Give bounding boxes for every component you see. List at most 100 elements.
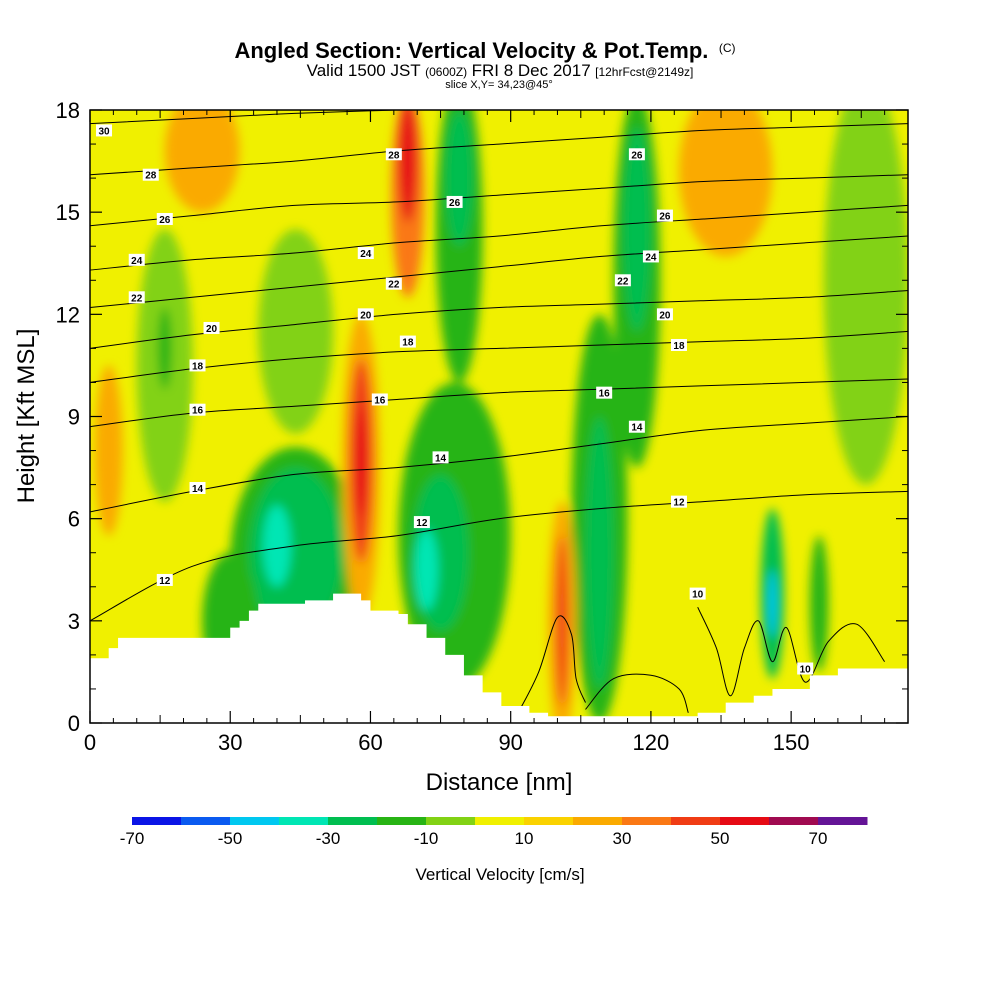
svg-text:12: 12 <box>673 498 685 509</box>
colorbar-segment-3 <box>279 817 329 825</box>
theta-contour-24 <box>90 204 908 271</box>
colorbar-label-3: -10 <box>414 829 439 848</box>
theta-contour-12 <box>90 490 908 622</box>
velocity-cell-25 <box>157 307 172 390</box>
velocity-cell-20 <box>585 416 614 689</box>
x-tick-label-30: 30 <box>218 730 242 755</box>
svg-text:22: 22 <box>617 276 629 287</box>
x-tick-label-150: 150 <box>773 730 810 755</box>
contour-label-24: 18 <box>670 338 687 352</box>
contour-label-22: 22 <box>614 274 631 287</box>
contour-label-26: 14 <box>628 420 645 434</box>
contour-label-12: 24 <box>357 247 374 260</box>
contour-label-3: 24 <box>128 253 145 267</box>
velocity-cell-0 <box>398 110 418 223</box>
colorbar-label-7: 70 <box>809 829 828 848</box>
velocity-cell-2 <box>355 406 367 516</box>
theta-contour-18 <box>90 330 908 383</box>
theta-contour-10-segment-2 <box>697 606 886 697</box>
svg-text:26: 26 <box>159 215 171 226</box>
slice-label: slice X,Y= 34,23@45° <box>445 79 553 91</box>
plot-area: 30 28 26 24 22 20 18 16 14 12 28 26 24 22 20 18 16 14 12 26… <box>90 110 908 723</box>
theta-contour-22 <box>90 235 908 308</box>
colorbar-segment-12 <box>720 817 770 825</box>
svg-text:14: 14 <box>435 453 447 464</box>
theta-contour-28 <box>90 123 908 176</box>
y-tick-label-0: 0 <box>68 711 80 736</box>
y-tick-label-6: 6 <box>68 507 80 532</box>
svg-text:28: 28 <box>388 150 400 161</box>
contour-label-4: 22 <box>128 291 145 304</box>
svg-text:10: 10 <box>692 590 704 601</box>
contour-label-23: 20 <box>656 308 673 321</box>
svg-text:22: 22 <box>131 293 143 304</box>
colorbar-segment-10 <box>622 817 672 825</box>
contour-label-16: 16 <box>371 393 388 406</box>
colorbar-segment-7 <box>475 817 525 825</box>
svg-text:16: 16 <box>192 406 204 417</box>
colorbar-segment-14 <box>818 817 868 825</box>
svg-text:18: 18 <box>402 338 414 349</box>
terrain-mask <box>90 593 908 723</box>
velocity-cell-10 <box>262 505 291 587</box>
svg-text:18: 18 <box>192 361 204 372</box>
svg-text:22: 22 <box>388 280 400 291</box>
velocity-cell-22 <box>767 569 778 638</box>
x-axis-title: Distance [nm] <box>426 769 573 796</box>
colorbar-segment-8 <box>524 817 574 825</box>
contour-label-8: 14 <box>189 482 206 495</box>
contour-label-18: 12 <box>413 516 430 529</box>
svg-text:20: 20 <box>360 310 372 321</box>
x-tick-label-60: 60 <box>358 730 382 755</box>
svg-text:14: 14 <box>192 484 204 495</box>
velocity-cell-7 <box>164 110 240 213</box>
velocity-cell-24 <box>809 535 829 672</box>
svg-text:24: 24 <box>645 252 657 263</box>
svg-text:24: 24 <box>360 249 372 260</box>
velocity-cell-9 <box>94 365 123 536</box>
svg-text:26: 26 <box>449 198 461 209</box>
chart-title: Angled Section: Vertical Velocity & Pot.… <box>234 38 735 63</box>
contour-label-29: 10 <box>797 662 814 676</box>
colorbar-segment-9 <box>573 817 623 825</box>
svg-text:26: 26 <box>631 150 643 161</box>
contour-label-27: 12 <box>670 495 687 509</box>
contour-label-0: 30 <box>96 124 113 137</box>
svg-text:12: 12 <box>416 518 428 529</box>
contour-label-11: 26 <box>446 195 463 209</box>
velocity-cell-28 <box>258 229 334 434</box>
x-tick-label-0: 0 <box>84 730 96 755</box>
colorbar-segment-2 <box>230 817 280 825</box>
x-tick-label-90: 90 <box>498 730 522 755</box>
theta-contour-26 <box>90 174 908 227</box>
svg-text:18: 18 <box>673 341 685 352</box>
velocity-cell-13 <box>414 528 439 611</box>
colorbar-label-2: -30 <box>316 829 341 848</box>
colorbar-label-4: 10 <box>515 829 534 848</box>
svg-text:30: 30 <box>98 126 110 137</box>
contour-label-9: 12 <box>156 573 173 587</box>
colorbar-segment-6 <box>426 817 476 825</box>
x-tick-label-120: 120 <box>633 730 670 755</box>
velocity-cell-27 <box>823 110 908 485</box>
contour-label-17: 14 <box>432 451 449 464</box>
colorbar: -70 -50 -30 -10 10 30 50 70 <box>120 817 868 848</box>
colorbar-label-6: 50 <box>711 829 730 848</box>
contour-label-21: 24 <box>642 250 659 263</box>
theta-contour-16 <box>90 378 908 428</box>
y-axis-title: Height [Kft MSL] <box>13 329 40 504</box>
theta-contour-10-segment-1 <box>585 673 689 713</box>
contour-label-5: 20 <box>203 321 220 335</box>
colorbar-segment-1 <box>181 817 231 825</box>
chart-subtitle: Valid 1500 JST (0600Z) FRI 8 Dec 2017 [1… <box>307 61 694 80</box>
velocity-cell-8 <box>678 110 773 257</box>
theta-contour-10-segment-0 <box>519 615 586 710</box>
axes: 0 30 60 90 120 150 0 3 6 9 12 15 18 <box>56 98 909 755</box>
theta-contour-20 <box>90 290 908 349</box>
contour-label-6: 18 <box>189 359 206 372</box>
colorbar-title: Vertical Velocity [cm/s] <box>415 865 584 884</box>
colorbar-segment-11 <box>671 817 721 825</box>
vertical-velocity-field <box>94 110 908 723</box>
svg-text:20: 20 <box>206 324 218 335</box>
contour-label-20: 26 <box>656 209 673 223</box>
